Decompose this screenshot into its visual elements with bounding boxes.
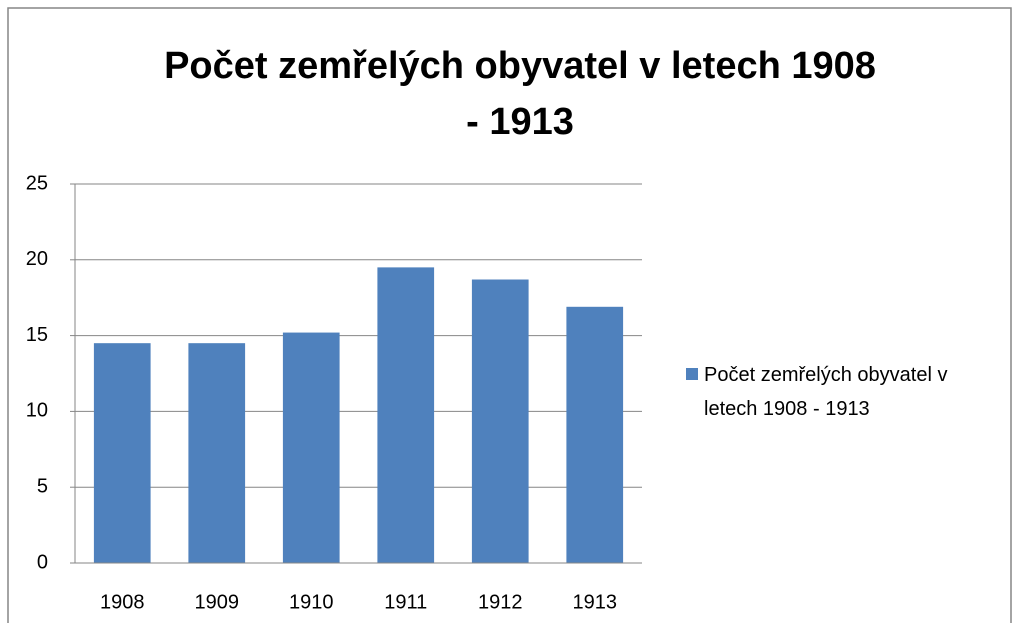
bar — [566, 306, 624, 563]
x-tick-label: 1911 — [384, 591, 427, 613]
chart-title: Počet zemřelých obyvatel v letech 1908 -… — [164, 45, 876, 143]
bar — [282, 332, 340, 563]
legend-label: Počet zemřelých obyvatel v letech 1908 -… — [704, 364, 948, 420]
x-tick-label: 1909 — [195, 591, 240, 613]
y-tick-label: 5 — [37, 475, 48, 497]
bar — [188, 343, 246, 563]
x-tick-label: 1910 — [289, 591, 334, 613]
bar — [471, 279, 529, 563]
legend-swatch — [686, 368, 698, 380]
y-tick-label: 20 — [26, 248, 48, 270]
x-tick-label: 1908 — [100, 591, 145, 613]
bar — [93, 343, 151, 563]
y-tick-label: 0 — [37, 551, 48, 573]
bar — [377, 267, 435, 563]
x-tick-label: 1913 — [573, 591, 618, 613]
y-tick-label: 10 — [26, 400, 48, 422]
y-tick-label: 25 — [26, 172, 48, 194]
y-tick-label: 15 — [26, 324, 48, 346]
x-tick-label: 1912 — [478, 591, 523, 613]
